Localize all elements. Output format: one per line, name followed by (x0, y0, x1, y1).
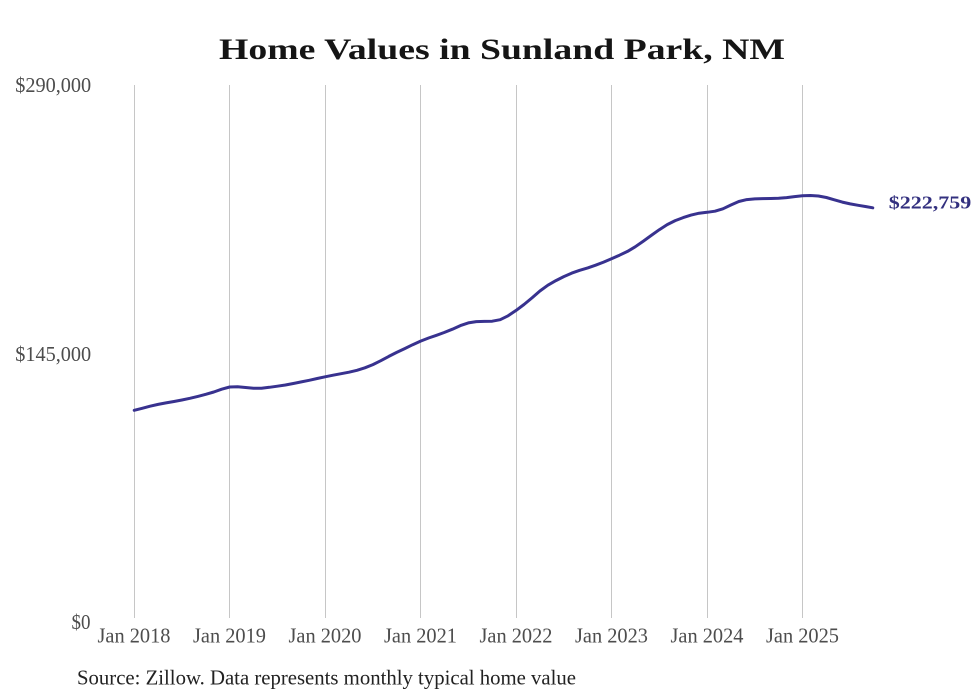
svg-text:Jan 2025: Jan 2025 (766, 624, 839, 648)
svg-text:Jan 2022: Jan 2022 (480, 624, 553, 648)
svg-text:Jan 2023: Jan 2023 (575, 624, 648, 648)
svg-text:Jan 2020: Jan 2020 (289, 624, 362, 648)
svg-text:Home Values in Sunland Park, N: Home Values in Sunland Park, NM (219, 33, 785, 66)
svg-text:Jan 2024: Jan 2024 (671, 624, 744, 648)
svg-text:Jan 2021: Jan 2021 (384, 624, 457, 648)
svg-text:$0: $0 (72, 610, 91, 634)
svg-text:Jan 2018: Jan 2018 (98, 624, 171, 648)
svg-text:Jan 2019: Jan 2019 (193, 624, 266, 648)
svg-text:$222,759: $222,759 (889, 193, 972, 213)
svg-text:$290,000: $290,000 (15, 73, 91, 97)
svg-text:Source: Zillow. Data represent: Source: Zillow. Data represents monthly … (77, 666, 576, 690)
svg-text:$145,000: $145,000 (15, 342, 91, 366)
